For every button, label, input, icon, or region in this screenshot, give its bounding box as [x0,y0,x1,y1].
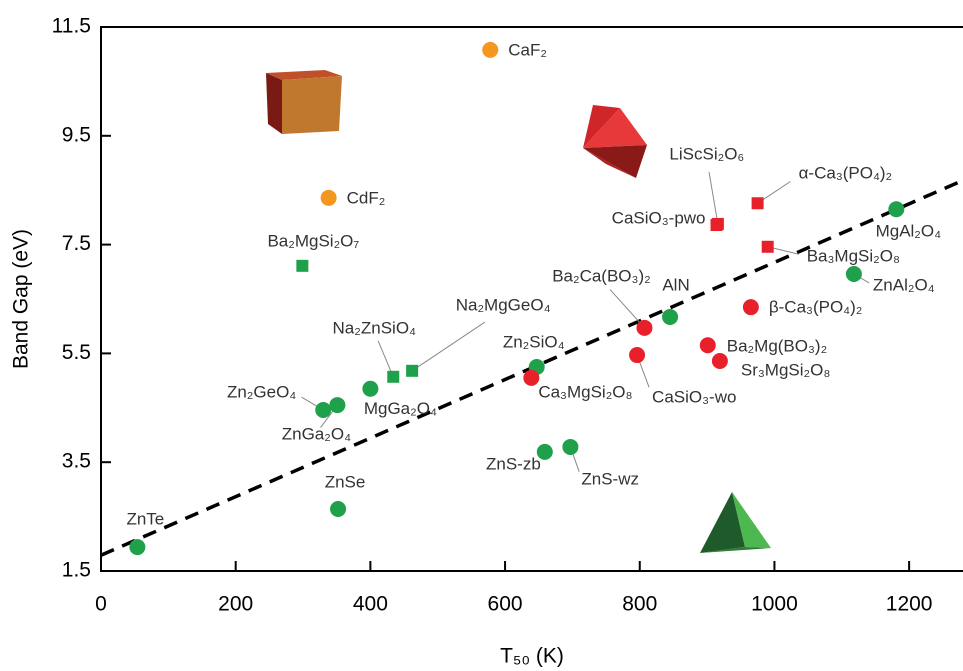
data-point [662,309,678,325]
point-label: ZnGa₂O₄ [282,425,351,444]
data-point [629,347,645,363]
data-point [296,260,308,272]
point-label: Ba₃MgSi₂O₈ [807,246,900,265]
point-label: MgAl₂O₄ [876,222,942,241]
leader-line [709,172,718,224]
data-point [330,501,346,517]
data-point [752,197,764,209]
data-point [523,370,539,386]
tetrahedron-icon [700,492,771,553]
data-point [712,218,724,230]
data-point [762,241,774,253]
point-label: α-Ca₃(PO₄)₂ [799,164,893,183]
point-label: ZnSe [325,472,366,491]
y-tick-label: 7.5 [62,232,91,255]
point-label: β-Ca₃(PO₄)₂ [769,298,863,317]
x-tick-label: 600 [488,593,523,616]
data-point [406,365,418,377]
point-label: Ba₂Mg(BO₃)₂ [727,337,827,356]
y-axis-label: Band Gap (eV) [10,229,33,369]
data-point [743,299,759,315]
data-point [315,402,331,418]
point-label: CaSiO₃-wo [652,388,736,407]
point-label: Zn₂SiO₄ [503,332,565,351]
y-tick-label: 5.5 [62,341,91,364]
point-label: Zn₂GeO₄ [227,382,296,401]
data-point [888,201,904,217]
data-point [846,266,862,282]
x-tick-label: 1000 [751,593,798,616]
data-point [482,42,498,58]
point-label: CaSiO₃-pwo [612,209,706,228]
point-label: ZnAl₂O₄ [873,275,935,294]
point-label: Ba₂Ca(BO₃)₂ [552,266,651,285]
point-label: AlN [662,275,689,294]
y-tick-label: 11.5 [52,15,91,38]
cube-icon [266,70,342,134]
x-tick-label: 400 [353,593,388,616]
y-tick-label: 1.5 [62,559,91,582]
x-axis-label: T₅₀ (K) [500,645,564,668]
data-point [712,353,728,369]
x-tick-label: 0 [95,593,107,616]
leader-line [412,322,485,371]
data-point [129,539,145,555]
x-tick-label: 200 [218,593,253,616]
chart: T₅₀ (K) Band Gap (eV) 0 200 400 600 800 1000 1… [0,0,963,671]
x-tick-label: 1200 [886,593,933,616]
octahedron-icon [583,105,647,178]
data-point [636,320,652,336]
point-label: Na₂MgGeO₄ [456,295,551,314]
point-label: ZnS-zb [486,454,541,473]
data-point [700,337,716,353]
point-label: ZnS-wz [581,469,639,488]
y-tick-label: 3.5 [62,450,91,473]
y-tick-label: 9.5 [62,123,91,146]
point-label: MgGa₂O₄ [364,399,437,418]
data-point [562,439,578,455]
point-label: Ba₂MgSi₂O₇ [267,231,359,250]
x-tick-label: 800 [622,593,657,616]
data-point [329,397,345,413]
data-point [321,190,337,206]
data-point [362,381,378,397]
data-point [387,371,399,383]
point-label: LiScSi₂O₆ [669,144,744,163]
point-label: CaF₂ [508,40,547,59]
point-label: ZnTe [126,510,164,529]
point-label: Ca₃MgSi₂O₈ [538,382,632,401]
point-label: Sr₃MgSi₂O₈ [741,361,831,380]
point-label: CdF₂ [347,188,386,207]
point-label: Na₂ZnSiO₄ [333,318,417,337]
